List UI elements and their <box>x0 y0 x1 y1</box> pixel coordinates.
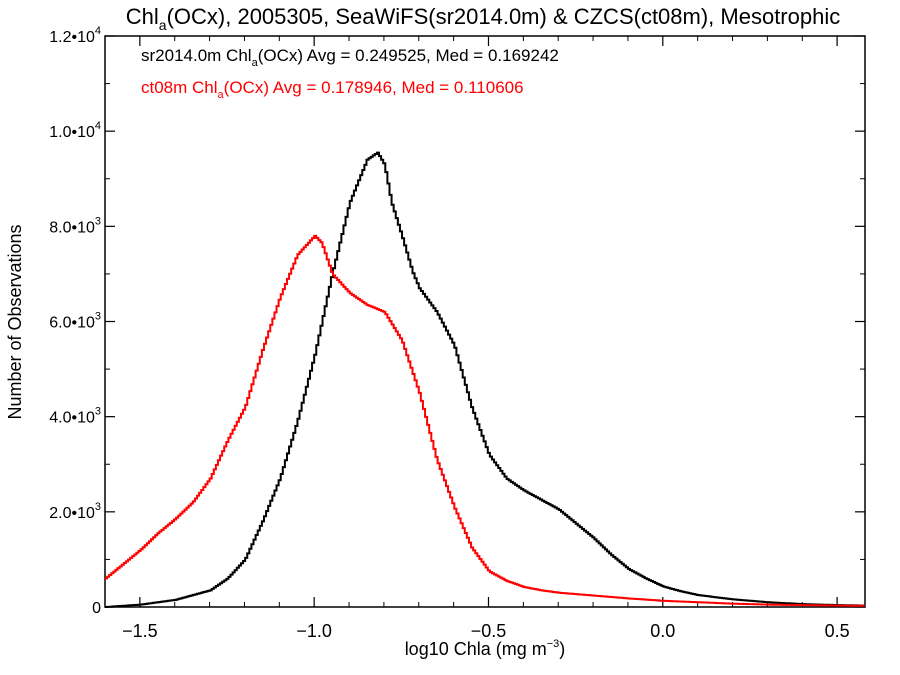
plot-frame <box>104 35 866 608</box>
chart-title: Chla(OCx), 2005305, SeaWiFS(sr2014.0m) &… <box>126 4 840 33</box>
y-tick-label: 2.0•103 <box>49 501 101 522</box>
series-line-1 <box>105 234 866 607</box>
x-tick-label: −0.5 <box>471 621 507 641</box>
x-tick-label: −1.0 <box>296 621 332 641</box>
y-tick-label: 8.0•103 <box>49 215 101 236</box>
y-tick-label: 4.0•103 <box>49 406 101 427</box>
y-axis-label: Number of Observations <box>5 224 25 419</box>
y-tick-label: 6.0•103 <box>49 311 101 332</box>
x-tick-label: 0.0 <box>650 621 675 641</box>
series-line-0 <box>105 151 866 608</box>
x-tick-label: −1.5 <box>122 621 158 641</box>
legend-annotations: sr2014.0m Chla(OCx) Avg = 0.249525, Med … <box>141 46 559 101</box>
y-tick-label: 0 <box>92 600 101 617</box>
x-tick-label: 0.5 <box>825 621 850 641</box>
y-tick-label: 1.0•104 <box>49 120 101 141</box>
axis-ticks: −1.5 −1.0 −0.5 0.0 0.5 0 2.0•103 4.0•103 6.0•103… <box>49 25 865 641</box>
legend-entry-0: sr2014.0m Chla(OCx) Avg = 0.249525, Med … <box>141 46 559 69</box>
series-lines <box>105 151 866 608</box>
y-tick-label: 1.2•104 <box>49 25 101 46</box>
x-axis-label: log10 Chla (mg m−3) <box>405 638 566 659</box>
legend-entry-1: ct08m Chla(OCx) Avg = 0.178946, Med = 0.… <box>141 78 524 101</box>
